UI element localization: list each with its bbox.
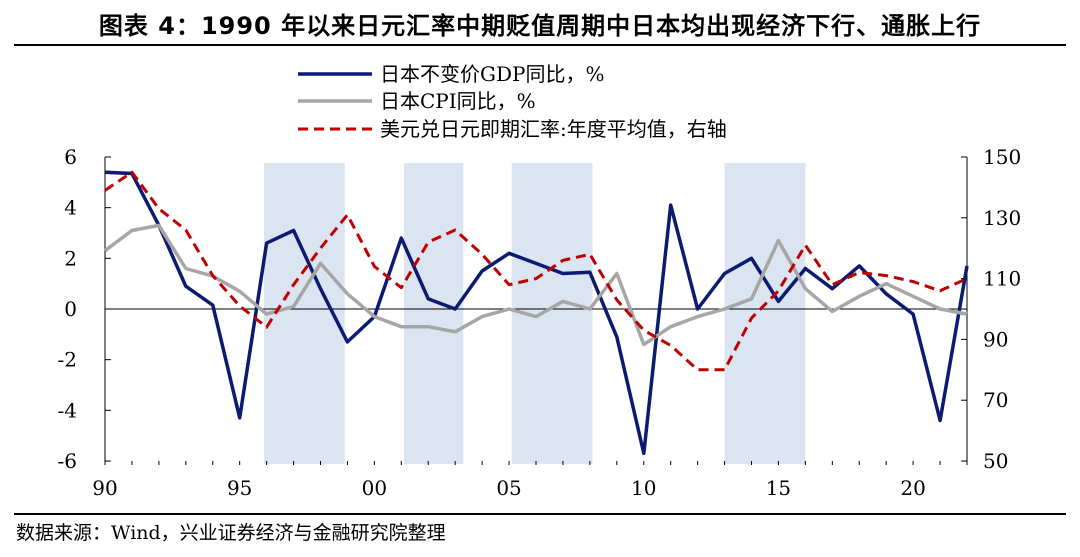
series-line-2 bbox=[104, 170, 968, 372]
legend-label-0: 日本不变价GDP同比，% bbox=[380, 62, 604, 86]
x-tick-label-5: 15 bbox=[766, 476, 791, 500]
right-tick-label-4: 70 bbox=[983, 388, 1008, 412]
left-tick-label-4: -2 bbox=[58, 348, 77, 372]
series-lines bbox=[103, 170, 969, 456]
legend-label-1: 日本CPI同比，% bbox=[380, 89, 536, 113]
chart-title: 图表 4：1990 年以来日元汇率中期贬值周期中日本均出现经济下行、通胀上行 bbox=[98, 12, 982, 40]
shaded-period-1 bbox=[404, 163, 464, 464]
series-line-0 bbox=[104, 170, 969, 456]
x-tick-label-6: 20 bbox=[900, 476, 925, 500]
left-tick-label-6: -6 bbox=[58, 449, 77, 473]
right-tick-label-0: 150 bbox=[983, 145, 1021, 169]
title-rule bbox=[14, 44, 1066, 46]
legend: 日本不变价GDP同比，% 日本CPI同比，% 美元兑日元即期汇率:年度平均值，右轴 bbox=[298, 62, 727, 141]
x-tick-label-2: 00 bbox=[362, 476, 387, 500]
shaded-periods bbox=[263, 163, 806, 464]
source-rule bbox=[14, 513, 1066, 515]
x-tick-label-0: 90 bbox=[92, 476, 117, 500]
left-tick-label-2: 2 bbox=[64, 246, 77, 270]
source-note: 数据来源：Wind，兴业证券经济与金融研究院整理 bbox=[16, 522, 446, 544]
right-tick-label-5: 50 bbox=[983, 449, 1008, 473]
right-tick-label-3: 90 bbox=[983, 327, 1008, 351]
left-tick-label-0: 6 bbox=[64, 145, 77, 169]
left-tick-label-3: 0 bbox=[64, 297, 77, 321]
left-tick-label-5: -4 bbox=[58, 398, 77, 422]
legend-label-2: 美元兑日元即期汇率:年度平均值，右轴 bbox=[380, 117, 727, 141]
right-tick-label-1: 130 bbox=[983, 206, 1021, 230]
x-tick-label-3: 05 bbox=[496, 476, 521, 500]
shaded-period-3 bbox=[724, 163, 806, 464]
right-tick-label-2: 110 bbox=[983, 267, 1021, 291]
x-tick-label-1: 95 bbox=[227, 476, 252, 500]
x-tick-label-4: 10 bbox=[631, 476, 656, 500]
series-line-1 bbox=[103, 223, 968, 347]
left-tick-label-1: 4 bbox=[64, 196, 77, 220]
